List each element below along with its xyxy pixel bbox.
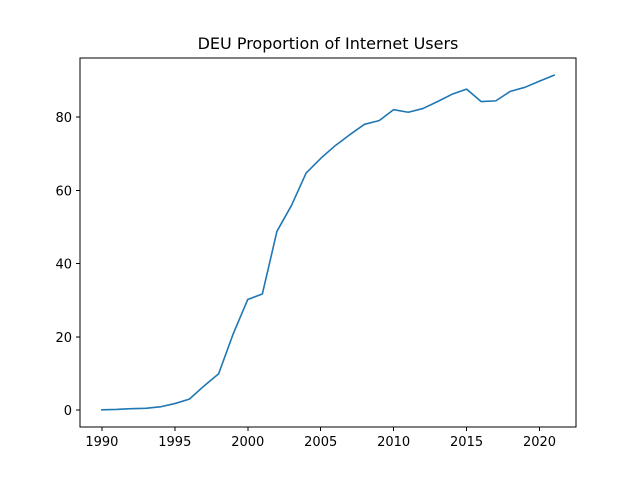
x-tick-label: 2020 bbox=[523, 435, 556, 450]
y-tick-label: 60 bbox=[55, 184, 72, 199]
plot-area bbox=[101, 74, 556, 411]
x-tick-label: 1990 bbox=[85, 435, 118, 450]
x-tick-label: 2010 bbox=[377, 435, 410, 450]
x-tick-label: 2000 bbox=[231, 435, 264, 450]
y-tick-label: 20 bbox=[55, 331, 72, 346]
chart-title: DEU Proportion of Internet Users bbox=[198, 34, 459, 53]
y-tick-label: 0 bbox=[64, 404, 72, 419]
x-tick-label: 1995 bbox=[158, 435, 191, 450]
y-axis-ticks: 0 20 40 60 80 bbox=[55, 111, 80, 419]
y-tick-label: 80 bbox=[55, 111, 72, 126]
plot-frame bbox=[79, 57, 577, 428]
x-tick-label: 2015 bbox=[450, 435, 483, 450]
x-tick-label: 2005 bbox=[304, 435, 337, 450]
series-line-0 bbox=[101, 74, 556, 411]
y-tick-label: 40 bbox=[55, 258, 72, 273]
x-axis-ticks: 1990 1995 2000 2005 2010 2015 2020 bbox=[85, 427, 556, 450]
